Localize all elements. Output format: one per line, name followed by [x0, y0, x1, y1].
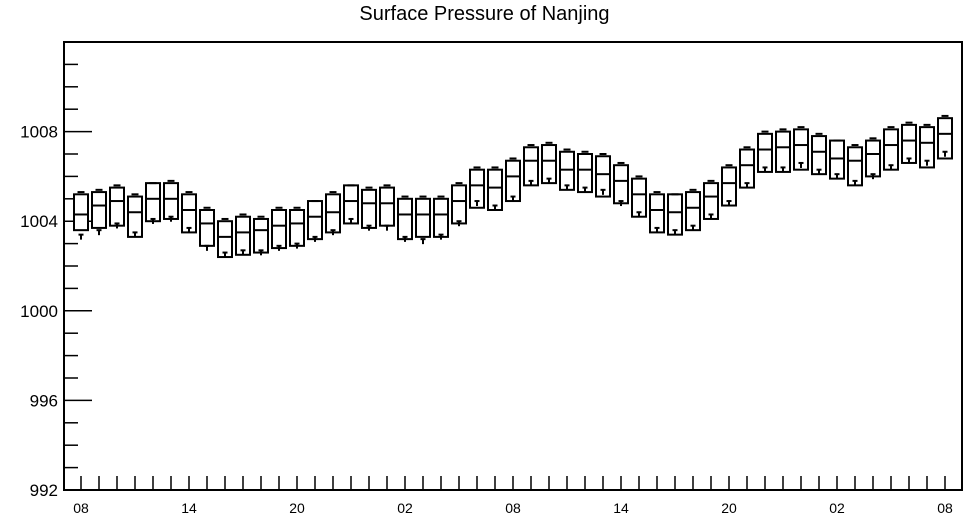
box — [307, 200, 323, 241]
box — [379, 186, 395, 227]
x-tick-label: 14 — [181, 500, 197, 516]
box — [865, 139, 881, 178]
box — [361, 188, 377, 229]
box — [667, 193, 683, 236]
box — [847, 146, 863, 187]
box — [559, 150, 575, 191]
box — [829, 139, 845, 180]
box — [721, 166, 737, 207]
box — [469, 168, 485, 209]
box — [775, 130, 791, 173]
box — [541, 144, 557, 185]
box — [523, 146, 539, 187]
box — [649, 193, 665, 234]
box — [235, 215, 251, 256]
x-tick-label: 08 — [937, 500, 953, 516]
box — [199, 209, 215, 247]
box — [415, 197, 431, 238]
y-tick-label: 1008 — [20, 123, 58, 142]
box — [343, 184, 359, 225]
chart-title: Surface Pressure of Nanjing — [359, 3, 610, 25]
box — [793, 128, 809, 171]
box — [811, 135, 827, 176]
box — [91, 191, 107, 229]
box — [253, 217, 269, 254]
box — [883, 128, 899, 171]
box — [505, 159, 521, 203]
plot-frame — [63, 41, 963, 491]
box — [325, 193, 341, 234]
box — [613, 164, 629, 205]
box — [739, 148, 755, 189]
box — [127, 195, 143, 238]
box — [901, 123, 917, 164]
box — [937, 117, 953, 160]
box — [919, 126, 935, 169]
x-tick-label: 08 — [73, 500, 89, 516]
y-tick-label: 992 — [30, 481, 58, 500]
x-tick-label: 08 — [505, 500, 521, 516]
box — [145, 182, 161, 223]
box — [685, 191, 701, 232]
box — [433, 197, 449, 238]
box — [163, 182, 179, 220]
x-tick-label: 20 — [721, 500, 737, 516]
box — [595, 155, 611, 198]
x-tick-label: 02 — [397, 500, 413, 516]
box — [397, 197, 413, 241]
box — [451, 184, 467, 225]
y-tick-label: 996 — [30, 391, 58, 410]
x-tick-label: 20 — [289, 500, 305, 516]
box — [757, 132, 773, 173]
y-tick-label: 1004 — [20, 212, 58, 231]
box — [631, 177, 647, 218]
x-tick-label: 02 — [829, 500, 845, 516]
y-tick-label: 1000 — [20, 302, 58, 321]
box — [289, 209, 305, 247]
box — [181, 193, 197, 234]
box — [109, 186, 125, 227]
box — [487, 168, 503, 211]
box — [73, 193, 89, 232]
x-tick-label: 14 — [613, 500, 629, 516]
box — [577, 153, 593, 194]
box — [271, 209, 287, 250]
